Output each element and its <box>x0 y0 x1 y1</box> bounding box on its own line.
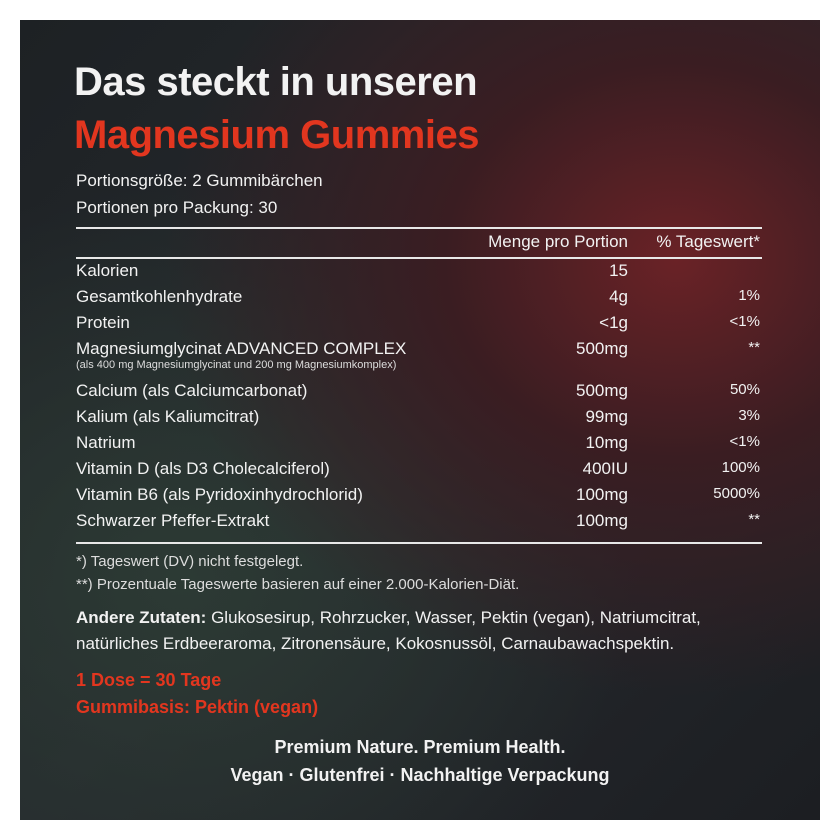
nutrient-name: Magnesiumglycinat ADVANCED COMPLEX <box>76 339 407 358</box>
nutrient-name: Protein <box>76 313 130 332</box>
amount: <1g <box>599 313 628 332</box>
ingredients-label: Andere Zutaten: <box>76 608 207 627</box>
daily-value: <1% <box>729 313 760 330</box>
amount: 15 <box>609 261 628 280</box>
daily-value: <1% <box>729 433 760 450</box>
title: Magnesium Gummies <box>74 113 479 157</box>
other-ingredients: Andere Zutaten: Glukosesirup, Rohrzucker… <box>76 605 776 657</box>
serving-size: Portionsgröße: 2 Gummibärchen <box>76 171 323 190</box>
highlight: Gummibasis: Pektin (vegan) <box>76 697 319 717</box>
nutrient-name: Kalium (als Kaliumcitrat) <box>76 407 260 426</box>
nutrient-note: (als 400 mg Magnesiumglycinat und 200 mg… <box>76 359 397 371</box>
nutrient-name: Kalorien <box>76 261 139 280</box>
label-panel: Das steckt in unseren Magnesium Gummies … <box>20 20 820 820</box>
rule <box>76 542 762 544</box>
amount: 400IU <box>582 459 628 478</box>
nutrient-name: Gesamtkohlenhydrate <box>76 287 243 306</box>
nutrient-name: Schwarzer Pfeffer-Extrakt <box>76 511 270 530</box>
daily-value: 100% <box>721 459 760 476</box>
tagline: Vegan · Glutenfrei · Nachhaltige Verpack… <box>230 765 610 785</box>
amount: 500mg <box>576 381 628 400</box>
column-header: % Tageswert* <box>656 232 760 251</box>
amount: 4g <box>609 287 628 306</box>
footnote: *) Tageswert (DV) nicht festgelegt. <box>76 553 304 570</box>
daily-value: 5000% <box>713 485 760 502</box>
daily-value: ** <box>748 339 760 356</box>
amount: 100mg <box>576 511 628 530</box>
servings-per-pack: Portionen pro Packung: 30 <box>76 198 278 217</box>
nutrient-name: Natrium <box>76 433 136 452</box>
nutrient-name: Vitamin D (als D3 Cholecalciferol) <box>76 459 330 478</box>
rule <box>76 227 762 229</box>
highlight: 1 Dose = 30 Tage <box>76 670 222 690</box>
amount: 99mg <box>585 407 628 426</box>
amount: 100mg <box>576 485 628 504</box>
column-header: Menge pro Portion <box>488 232 628 251</box>
footnote: **) Prozentuale Tageswerte basieren auf … <box>76 576 520 593</box>
tagline: Premium Nature. Premium Health. <box>274 737 566 757</box>
daily-value: 3% <box>738 407 760 424</box>
nutrient-name: Calcium (als Calciumcarbonat) <box>76 381 308 400</box>
nutrient-name: Vitamin B6 (als Pyridoxinhydrochlorid) <box>76 485 363 504</box>
amount: 10mg <box>585 433 628 452</box>
amount: 500mg <box>576 339 628 358</box>
title: Das steckt in unseren <box>74 60 478 104</box>
daily-value: 50% <box>729 381 760 398</box>
daily-value: ** <box>748 511 760 528</box>
daily-value: 1% <box>738 287 760 304</box>
rule <box>76 257 762 259</box>
ingredients-text: Glukosesirup, Rohrzucker, Wasser, Pektin… <box>76 608 701 653</box>
